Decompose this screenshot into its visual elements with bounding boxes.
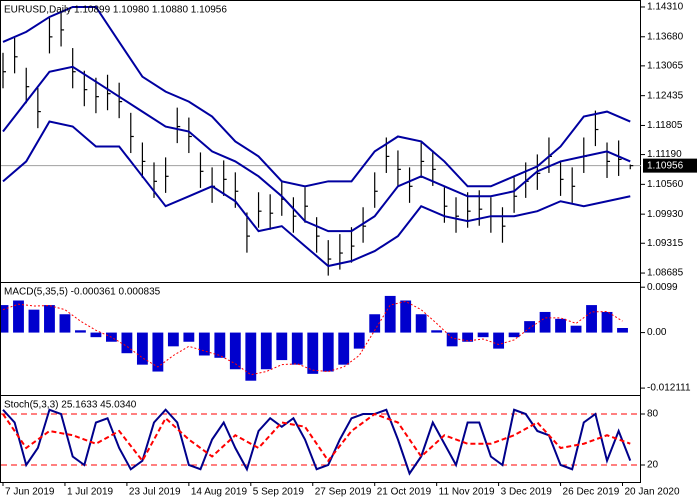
y-tick-label: -0.012111 <box>647 383 691 394</box>
histogram-bar <box>601 311 613 333</box>
indicator-line <box>2 300 623 376</box>
histogram-bar <box>586 305 597 333</box>
histogram-bar <box>291 332 303 365</box>
last-price-label: 1.10956 <box>647 160 684 171</box>
histogram-bar <box>307 332 319 374</box>
x-tick-label: 3 Dec 2019 <box>501 487 553 498</box>
histogram-bar <box>276 332 288 361</box>
x-tick-label: 7 Jun 2019 <box>5 487 55 498</box>
histogram-bar <box>152 332 164 372</box>
histogram-bar <box>384 295 396 333</box>
histogram-bar <box>508 332 520 338</box>
x-tick-label: 26 Dec 2019 <box>563 487 620 498</box>
indicator-line <box>2 65 631 233</box>
x-tick-label: 21 Oct 2019 <box>377 487 432 498</box>
histogram-bar <box>121 332 133 354</box>
histogram-bar <box>524 321 536 333</box>
histogram-bar <box>493 332 505 349</box>
x-tick-label: 5 Sep 2019 <box>253 487 305 498</box>
panel-title: EURUSD,Daily 1.10899 1.10980 1.10880 1.1… <box>4 5 227 16</box>
y-tick-label: 1.11805 <box>647 120 683 131</box>
panel-title: MACD(5,35,5) -0.000361 0.000835 <box>4 287 161 298</box>
histogram-bar <box>167 332 179 347</box>
indicator-line <box>2 5 631 188</box>
histogram-bar <box>13 300 24 333</box>
histogram-bar <box>260 332 272 370</box>
histogram-bar <box>446 332 458 347</box>
plot-area <box>1 5 641 276</box>
histogram-bar <box>570 325 582 333</box>
y-tick-label: 1.08685 <box>647 268 684 279</box>
panel: 80 20 Stoch(5,3,3) 25.1633 45.0340 7 Jun 20… <box>1 400 680 498</box>
y-tick-label: 20 <box>647 460 659 471</box>
histogram-bar <box>322 332 334 372</box>
histogram-bar <box>477 332 489 338</box>
histogram-bar <box>90 332 102 338</box>
histogram-bar <box>198 332 210 356</box>
x-tick-label: 27 Sep 2019 <box>315 487 372 498</box>
histogram-bar <box>338 332 350 365</box>
histogram-bar <box>539 311 551 333</box>
histogram-bar <box>136 332 148 365</box>
histogram-bar <box>353 332 365 349</box>
y-tick-label: 1.09315 <box>647 238 684 249</box>
histogram-bar <box>555 318 566 333</box>
histogram-bar <box>400 300 412 333</box>
y-tick-label: 1.11190 <box>647 149 682 160</box>
histogram-bar <box>617 328 628 333</box>
histogram-bar <box>431 330 443 333</box>
histogram-bar <box>44 305 55 333</box>
plot-area <box>1 408 641 476</box>
indicator-line <box>2 412 631 463</box>
x-tick-label: 1 Jul 2019 <box>67 487 114 498</box>
histogram-bar <box>415 314 427 333</box>
histogram-bar <box>1 305 9 333</box>
panel: 1.14310 1.13680 1.13065 1.12435 1.11805 1.111… <box>1 2 697 279</box>
y-tick-label: 1.10560 <box>647 179 684 190</box>
histogram-bar <box>183 332 195 342</box>
y-tick-label: 1.14310 <box>647 2 684 13</box>
last-price-box <box>643 158 697 173</box>
panel: 0.0099 0.00 -0.012111 MACD(5,35,5) -0.00036… <box>1 282 691 394</box>
histogram-bar <box>75 330 86 333</box>
x-tick-label: 14 Aug 2019 <box>191 487 248 498</box>
histogram-bar <box>245 332 257 381</box>
y-tick-label: 1.09930 <box>647 209 684 220</box>
panel-title: Stoch(5,3,3) 25.1633 45.0340 <box>4 400 137 411</box>
histogram-bar <box>462 332 474 342</box>
histogram-bar <box>214 332 226 358</box>
histogram-bar <box>369 314 381 333</box>
histogram-bar <box>229 332 241 370</box>
histogram-bar <box>59 314 71 333</box>
y-tick-label: 0.00 <box>647 327 667 338</box>
y-tick-label: 1.13065 <box>647 61 684 72</box>
x-tick-label: 23 Jul 2019 <box>129 487 181 498</box>
y-tick-label: 0.0099 <box>647 282 678 293</box>
histogram-bar <box>28 309 40 333</box>
indicator-line <box>2 408 632 476</box>
y-tick-label: 1.12435 <box>647 90 684 101</box>
y-tick-label: 1.13680 <box>647 31 684 42</box>
x-tick-label: 11 Nov 2019 <box>439 487 495 498</box>
x-tick-label: 20 Jan 2020 <box>625 487 680 498</box>
indicator-line <box>2 120 631 268</box>
plot-area <box>1 295 628 381</box>
y-tick-label: 80 <box>647 409 659 420</box>
